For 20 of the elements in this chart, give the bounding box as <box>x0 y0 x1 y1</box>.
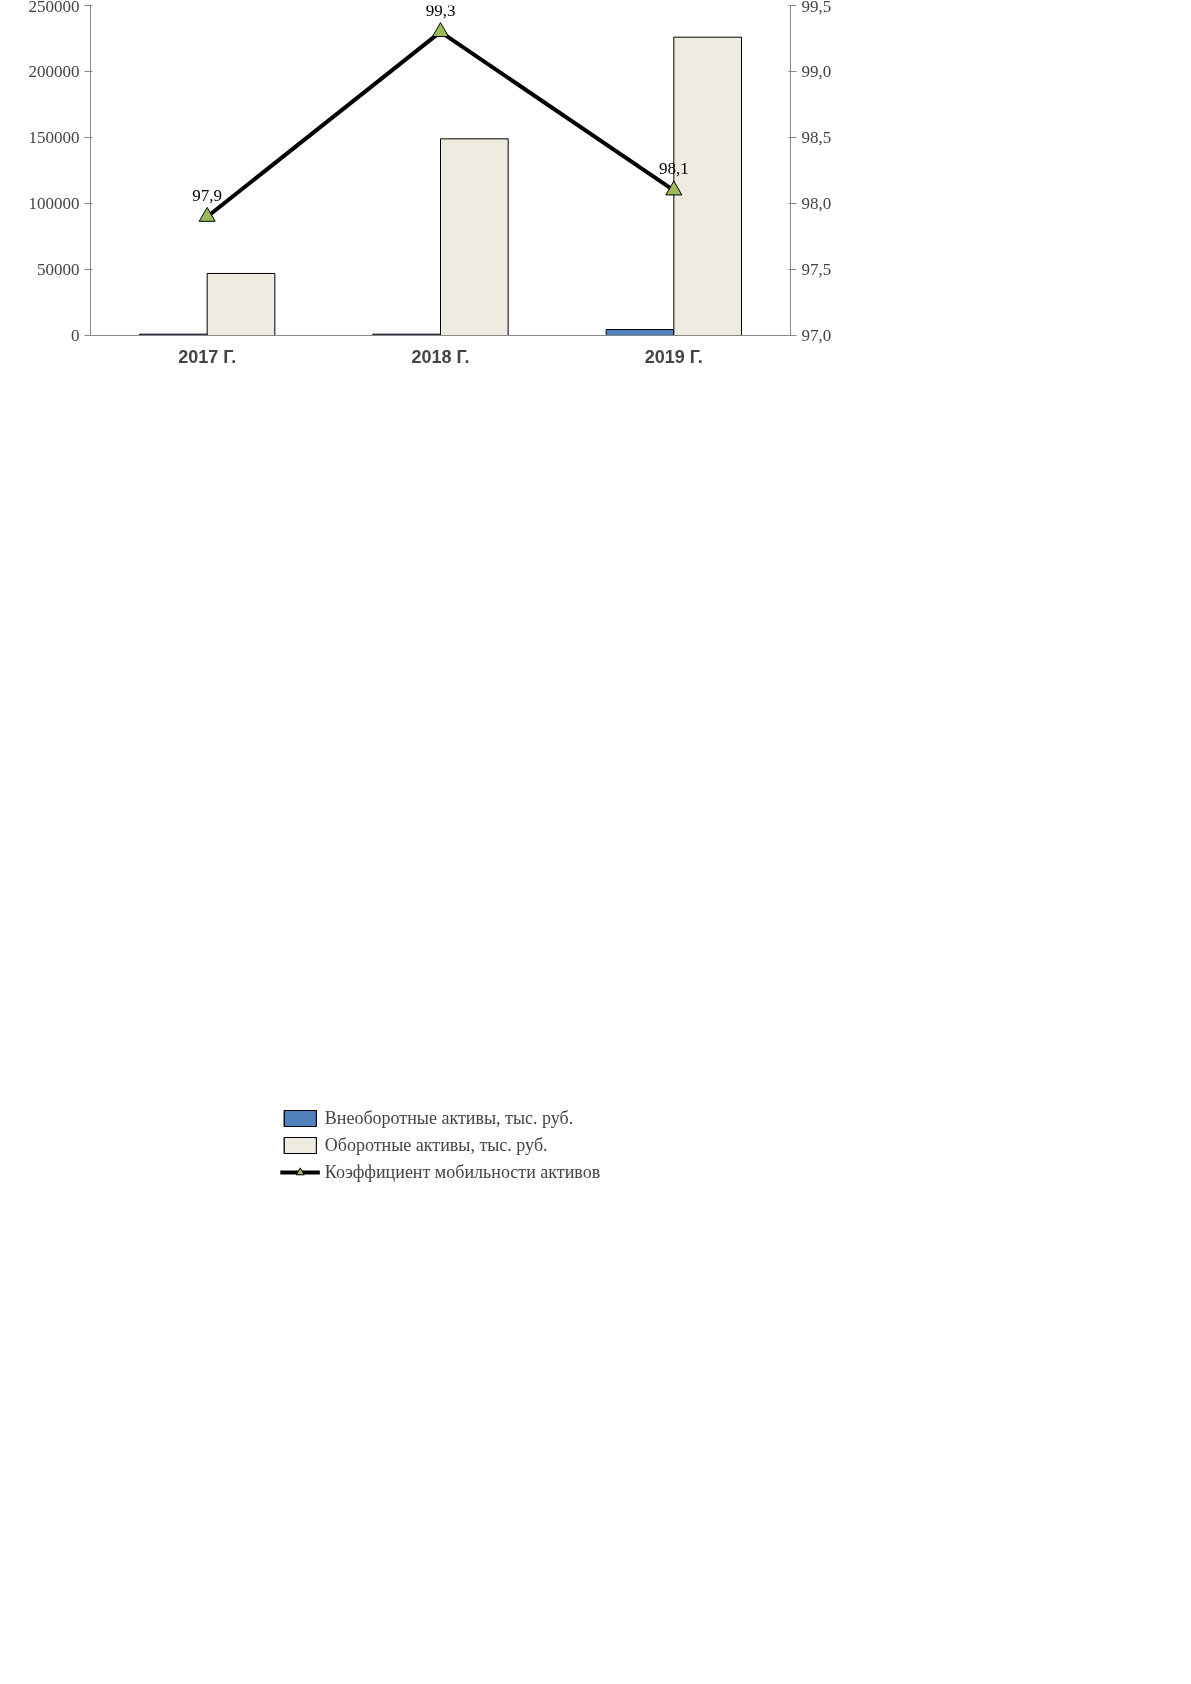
y2-tick-label: 98,0 <box>801 194 832 213</box>
legend-label: Внеоборотные активы, тыс. руб. <box>324 1107 574 1129</box>
x-tick-label: 2019 Г. <box>644 346 703 367</box>
y-tick-label: 50000 <box>37 260 80 279</box>
data-label: 97,9 <box>192 185 223 205</box>
y2-tick-label: 98,5 <box>801 128 832 147</box>
y-tick-label: 100000 <box>28 194 80 213</box>
y-tick-label: 200000 <box>28 62 80 81</box>
y2-tick-label: 97,0 <box>801 326 832 345</box>
x-tick-label: 2017 Г. <box>178 346 237 367</box>
y-tick-label: 150000 <box>28 128 80 147</box>
x-tick-label: 2018 Г. <box>411 346 470 367</box>
y2-tick-label: 99,5 <box>801 0 832 16</box>
legend-label: Коэффициент мобильности активов <box>324 1161 601 1183</box>
y2-tick-label: 99,0 <box>801 62 832 81</box>
y-tick-label: 250000 <box>28 0 80 16</box>
legend-label: Оборотные активы, тыс. руб. <box>324 1134 548 1156</box>
data-label: 99,3 <box>425 0 456 20</box>
y-tick-label: 0 <box>71 326 80 345</box>
y2-tick-label: 97,5 <box>801 260 832 279</box>
